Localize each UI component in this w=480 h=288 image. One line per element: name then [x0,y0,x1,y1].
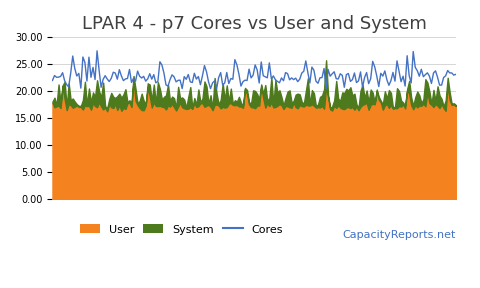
Title: LPAR 4 - p7 Cores vs User and System: LPAR 4 - p7 Cores vs User and System [82,15,427,33]
Text: CapacityReports.net: CapacityReports.net [343,230,456,240]
Legend: User, System, Cores: User, System, Cores [76,220,288,239]
